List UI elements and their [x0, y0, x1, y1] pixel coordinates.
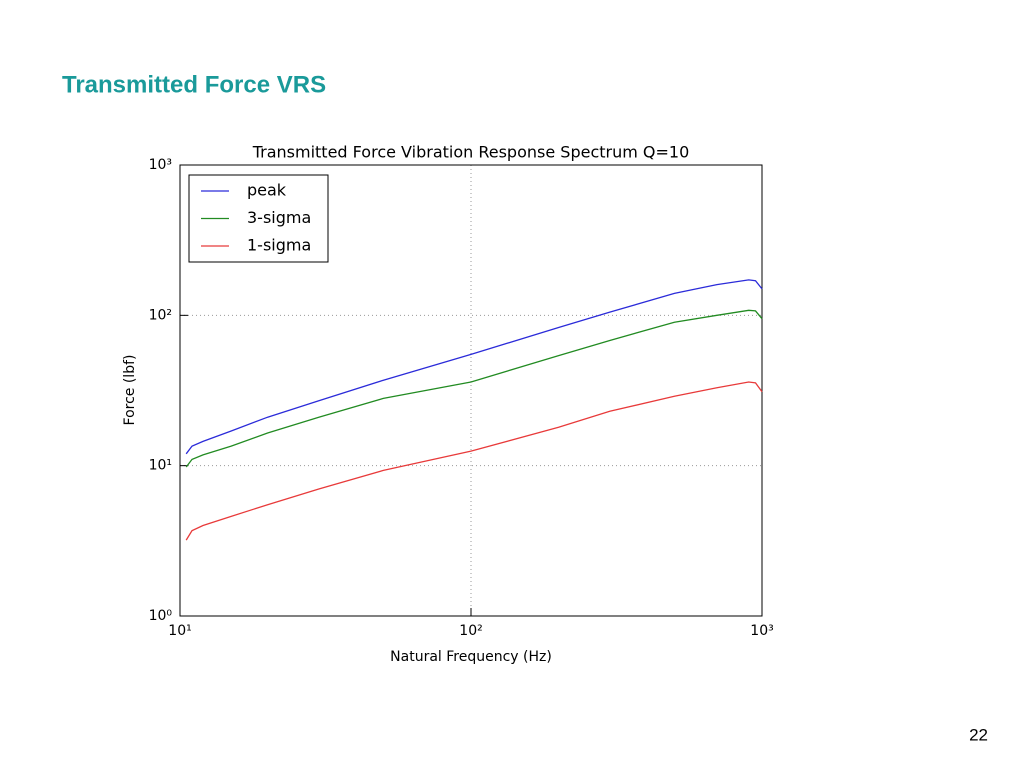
legend-label: 3-sigma [247, 208, 311, 227]
y-tick-label: 10³ [149, 157, 172, 173]
legend-label: 1-sigma [247, 236, 311, 255]
page-number: 22 [969, 725, 988, 744]
plot-frame [179, 164, 763, 617]
x-tick-label: 10³ [750, 623, 773, 639]
x-tick-label: 10² [459, 623, 482, 639]
y-axis-label: Force (lbf) [122, 355, 138, 426]
slide-title: Transmitted Force VRS [62, 71, 326, 98]
x-axis-label: Natural Frequency (Hz) [390, 649, 552, 665]
legend-label: peak [247, 181, 287, 200]
series-line [185, 381, 763, 541]
series-line [185, 309, 763, 468]
y-tick-label: 10¹ [149, 458, 172, 474]
series-line [185, 279, 763, 455]
y-tick-label: 10⁰ [149, 608, 173, 624]
chart-title: Transmitted Force Vibration Response Spe… [252, 143, 690, 162]
y-tick-label: 10² [149, 307, 172, 323]
x-tick-label: 10¹ [168, 623, 191, 639]
